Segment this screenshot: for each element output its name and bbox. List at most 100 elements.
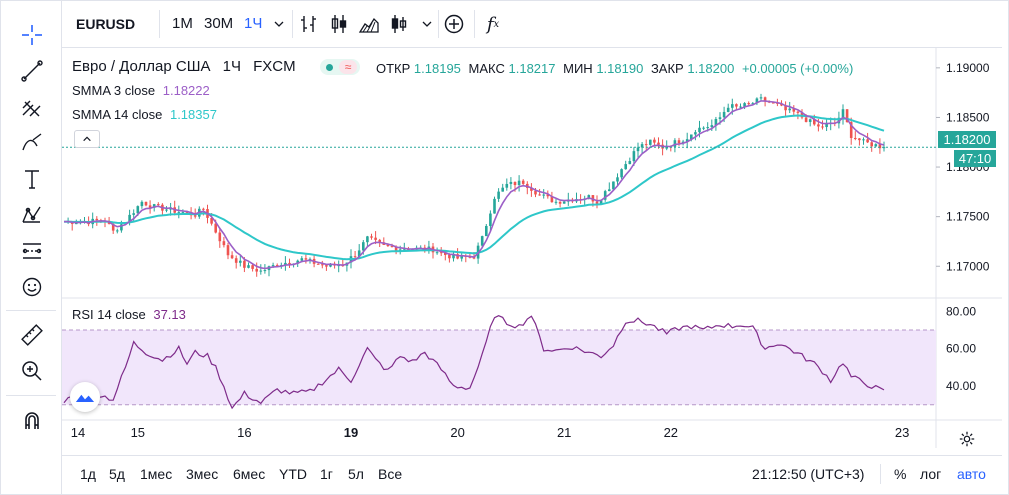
time-tick-label: 22 <box>664 425 678 440</box>
percent-toggle[interactable]: % <box>894 466 907 482</box>
text-tool-icon[interactable] <box>16 164 48 194</box>
bars-chart-icon[interactable] <box>296 12 322 36</box>
candle-body <box>357 250 361 257</box>
candle-body <box>698 127 701 133</box>
candle-body <box>378 239 381 243</box>
range-all[interactable]: Все <box>378 466 403 482</box>
add-indicator-icon[interactable] <box>441 12 467 36</box>
candle-body <box>542 194 545 196</box>
candle-body <box>263 270 267 272</box>
range-3m[interactable]: 3мес <box>186 466 219 482</box>
range-5y[interactable]: 5л <box>348 466 364 482</box>
range-ytd[interactable]: YTD <box>279 466 307 482</box>
chart-area[interactable]: 1.19000 1.18500 1.18000 1.17500 1.17000 80.00… <box>62 48 1002 448</box>
smma14-legend[interactable]: SMMA 14 close 1.18357 <box>72 106 217 124</box>
symbol-search[interactable]: EURUSD <box>76 16 136 32</box>
collapse-legend-button[interactable] <box>74 130 100 148</box>
brush-icon[interactable] <box>16 128 48 158</box>
smma3-legend[interactable]: SMMA 3 close 1.18222 <box>72 82 210 100</box>
candle-body <box>177 212 181 214</box>
candle-body <box>366 236 369 243</box>
bar-countdown-badge: 47:10 <box>954 150 996 167</box>
candle-body <box>505 183 509 188</box>
candle-body <box>485 225 488 237</box>
candle-body <box>722 111 726 118</box>
candle-body <box>632 151 636 162</box>
magnet-icon[interactable] <box>16 405 48 435</box>
gear-icon[interactable] <box>957 429 977 449</box>
toolbar-divider <box>6 395 56 396</box>
candle-body <box>792 108 796 112</box>
candle-body <box>296 260 299 264</box>
candle-body <box>234 258 238 263</box>
candle-body <box>813 119 816 125</box>
candle-body <box>808 119 812 122</box>
range-5d[interactable]: 5д <box>109 466 125 482</box>
smma3-params: 3 close <box>113 83 156 98</box>
rsi-tick-label: 80.00 <box>946 304 976 318</box>
candle-body <box>726 107 730 112</box>
candle-body <box>460 255 463 259</box>
pattern-icon[interactable] <box>16 200 48 230</box>
time-tick-label: 15 <box>131 425 145 440</box>
chevron-down-icon[interactable] <box>266 12 292 36</box>
auto-toggle[interactable]: авто <box>957 466 986 482</box>
candle-body <box>444 252 447 255</box>
rsi-legend[interactable]: RSI 14 close 37.13 <box>72 306 186 324</box>
log-toggle[interactable]: лог <box>920 466 942 482</box>
trend-line-icon[interactable] <box>16 56 48 86</box>
candles-chart-icon[interactable] <box>326 12 352 36</box>
fx-sub-label: x <box>493 18 500 30</box>
candle-body <box>550 196 554 203</box>
range-1d[interactable]: 1д <box>80 466 96 482</box>
pitchfork-icon[interactable] <box>16 92 48 122</box>
close-label: ЗАКР <box>650 61 684 76</box>
logo-icon[interactable] <box>70 382 100 412</box>
candle-body <box>825 123 828 128</box>
chart-svg[interactable]: 1.190001.185001.180001.175001.1700080.00… <box>62 48 1002 448</box>
candle-body <box>866 139 869 143</box>
candle-body <box>562 201 566 204</box>
candle-body <box>657 142 660 145</box>
rsi-params: 14 close <box>97 307 146 322</box>
interval-1m[interactable]: 1М <box>172 15 193 32</box>
candle-body <box>214 223 217 233</box>
range-1y[interactable]: 1г <box>320 466 333 482</box>
low-value: 1.18190 <box>596 61 644 76</box>
candle-body <box>517 180 521 186</box>
hollow-candles-icon[interactable] <box>386 12 412 36</box>
range-1m[interactable]: 1мес <box>140 466 173 482</box>
candle-body <box>403 249 406 251</box>
zoom-in-icon[interactable] <box>16 356 48 386</box>
emoji-icon[interactable] <box>16 272 48 302</box>
candle-body <box>239 260 242 263</box>
market-status-badge[interactable]: ≈ <box>320 59 360 75</box>
candle-body <box>370 236 373 238</box>
candle-body <box>394 247 398 251</box>
smma14-name: SMMA <box>72 107 111 122</box>
candle-body <box>530 187 533 191</box>
candle-body <box>649 139 652 145</box>
candle-body <box>817 124 820 127</box>
low-label: МИН <box>563 61 593 76</box>
status-dot-icon <box>326 63 333 71</box>
candle-body <box>362 242 365 251</box>
change-value: +0.00005 (+0.00%) <box>741 61 854 76</box>
measure-icon[interactable] <box>16 236 48 266</box>
interval-30m[interactable]: 30М <box>204 15 234 32</box>
ruler-icon[interactable] <box>16 320 48 350</box>
candle-body <box>870 142 873 147</box>
crosshair-icon[interactable] <box>16 20 48 50</box>
interval-1h[interactable]: 1Ч <box>244 15 263 32</box>
candle-body <box>316 263 320 265</box>
candle-body <box>329 263 332 267</box>
chevron-down-icon[interactable] <box>414 12 440 36</box>
area-chart-icon[interactable] <box>356 12 382 36</box>
range-6m[interactable]: 6мес <box>233 466 266 482</box>
clock-display[interactable]: 21:12:50 (UTC+3) <box>752 466 865 482</box>
candle-body <box>841 109 845 118</box>
candle-body <box>193 215 197 217</box>
